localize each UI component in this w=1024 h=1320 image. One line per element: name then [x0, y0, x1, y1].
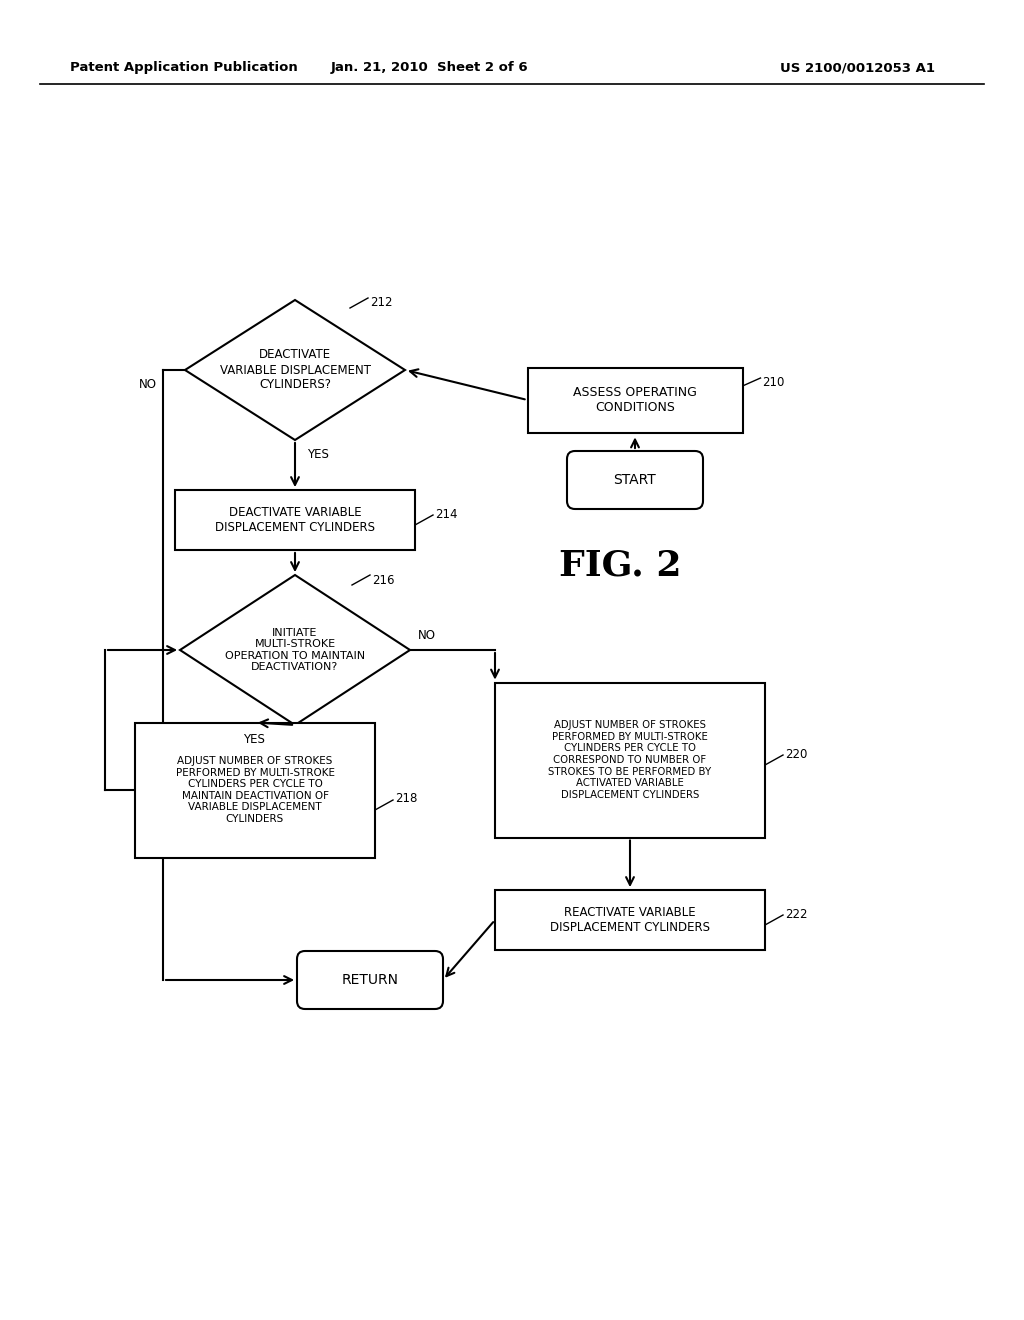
Text: NO: NO [139, 378, 157, 391]
Text: Patent Application Publication: Patent Application Publication [70, 62, 298, 74]
Bar [135, 722, 375, 858]
Text: YES: YES [243, 733, 265, 746]
Text: DEACTIVATE
VARIABLE DISPLACEMENT
CYLINDERS?: DEACTIVATE VARIABLE DISPLACEMENT CYLINDE… [219, 348, 371, 392]
Text: FIG. 2: FIG. 2 [559, 548, 681, 582]
Text: 210: 210 [763, 376, 784, 389]
FancyBboxPatch shape [567, 451, 703, 510]
Text: REACTIVATE VARIABLE
DISPLACEMENT CYLINDERS: REACTIVATE VARIABLE DISPLACEMENT CYLINDE… [550, 906, 710, 935]
Bar [527, 367, 742, 433]
Text: 218: 218 [395, 792, 418, 805]
Bar [495, 682, 765, 837]
Text: 220: 220 [785, 747, 807, 760]
Polygon shape [180, 576, 410, 725]
Text: 216: 216 [372, 574, 394, 587]
Text: ASSESS OPERATING
CONDITIONS: ASSESS OPERATING CONDITIONS [573, 385, 697, 414]
Text: US 2100/0012053 A1: US 2100/0012053 A1 [780, 62, 935, 74]
Text: YES: YES [307, 447, 329, 461]
Text: INITIATE
MULTI-STROKE
OPERATION TO MAINTAIN
DEACTIVATION?: INITIATE MULTI-STROKE OPERATION TO MAINT… [225, 627, 366, 672]
Text: ADJUST NUMBER OF STROKES
PERFORMED BY MULTI-STROKE
CYLINDERS PER CYCLE TO
MAINTA: ADJUST NUMBER OF STROKES PERFORMED BY MU… [175, 756, 335, 824]
Text: START: START [613, 473, 656, 487]
Text: Jan. 21, 2010  Sheet 2 of 6: Jan. 21, 2010 Sheet 2 of 6 [331, 62, 528, 74]
Bar [495, 890, 765, 950]
Text: ADJUST NUMBER OF STROKES
PERFORMED BY MULTI-STROKE
CYLINDERS PER CYCLE TO
CORRES: ADJUST NUMBER OF STROKES PERFORMED BY MU… [549, 721, 712, 800]
Text: NO: NO [418, 630, 436, 642]
Text: 222: 222 [785, 908, 808, 920]
FancyBboxPatch shape [297, 950, 443, 1008]
Text: RETURN: RETURN [341, 973, 398, 987]
Polygon shape [185, 300, 406, 440]
Text: DEACTIVATE VARIABLE
DISPLACEMENT CYLINDERS: DEACTIVATE VARIABLE DISPLACEMENT CYLINDE… [215, 506, 375, 535]
Text: 212: 212 [370, 296, 392, 309]
Bar [175, 490, 415, 550]
Text: 214: 214 [435, 507, 458, 520]
